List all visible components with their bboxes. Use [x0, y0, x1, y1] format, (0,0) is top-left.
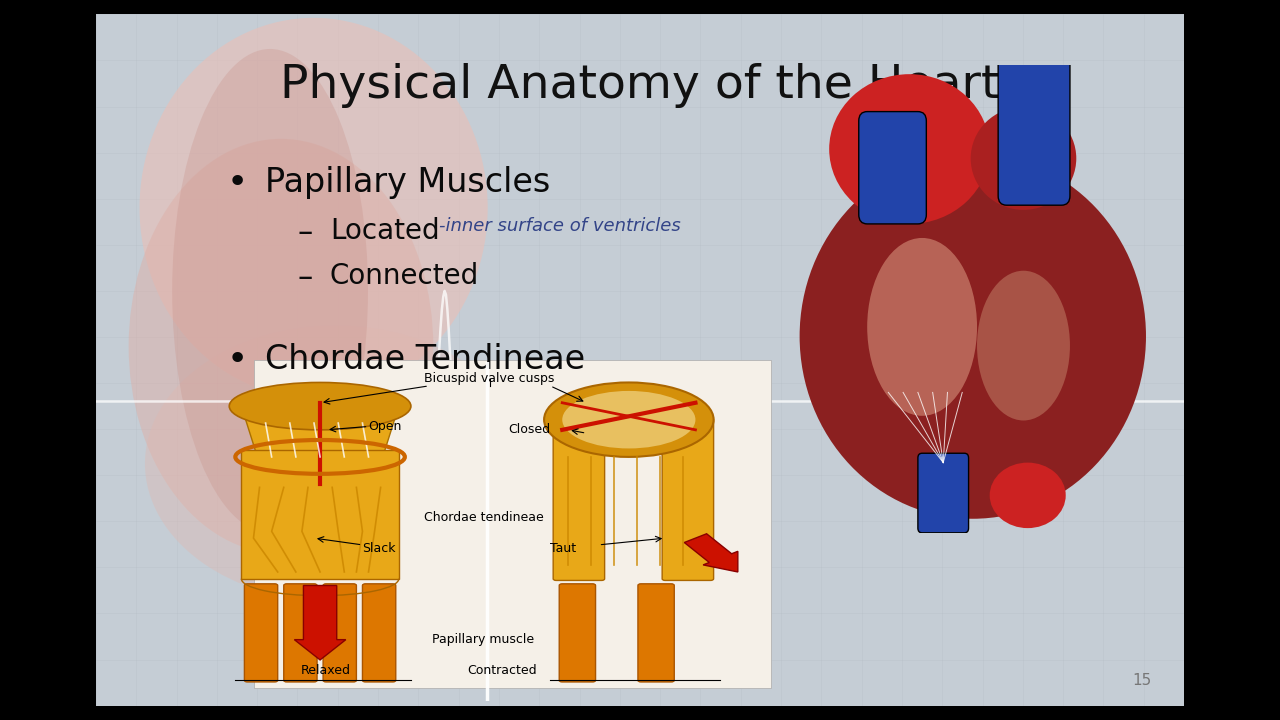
Text: -inner surface of ventricles: -inner surface of ventricles — [439, 217, 681, 235]
Text: •: • — [227, 166, 248, 200]
Text: Relaxed: Relaxed — [301, 664, 351, 677]
Ellipse shape — [1000, 46, 1068, 93]
Ellipse shape — [128, 139, 434, 554]
FancyBboxPatch shape — [859, 112, 927, 224]
Ellipse shape — [868, 238, 977, 416]
Ellipse shape — [989, 462, 1066, 528]
Polygon shape — [242, 450, 399, 579]
FancyBboxPatch shape — [253, 360, 771, 688]
Polygon shape — [242, 406, 399, 487]
Text: Physical Anatomy of the Heart: Physical Anatomy of the Heart — [280, 63, 1000, 108]
Ellipse shape — [544, 382, 714, 457]
Ellipse shape — [829, 74, 989, 224]
Text: Bicuspid valve cusps: Bicuspid valve cusps — [425, 372, 554, 385]
Text: Papillary Muscles: Papillary Muscles — [265, 166, 550, 199]
Text: –: – — [297, 264, 312, 292]
FancyArrow shape — [685, 534, 737, 572]
Text: Chordae Tendineae: Chordae Tendineae — [265, 343, 585, 376]
FancyBboxPatch shape — [553, 418, 604, 580]
FancyBboxPatch shape — [662, 418, 714, 580]
FancyBboxPatch shape — [918, 454, 969, 533]
Text: •: • — [227, 343, 248, 377]
Text: –: – — [297, 218, 312, 247]
Text: Taut: Taut — [550, 541, 576, 555]
Ellipse shape — [970, 107, 1076, 210]
Ellipse shape — [145, 325, 526, 602]
FancyBboxPatch shape — [323, 584, 356, 682]
Text: Open: Open — [369, 420, 402, 433]
Ellipse shape — [173, 49, 369, 533]
FancyBboxPatch shape — [998, 55, 1070, 205]
Text: 15: 15 — [1132, 673, 1152, 688]
FancyBboxPatch shape — [637, 584, 675, 682]
Text: Papillary muscle: Papillary muscle — [433, 633, 535, 646]
Text: Located: Located — [330, 217, 439, 245]
Text: Connected: Connected — [330, 262, 479, 290]
Ellipse shape — [140, 18, 488, 398]
FancyBboxPatch shape — [244, 584, 278, 682]
FancyBboxPatch shape — [284, 584, 317, 682]
FancyBboxPatch shape — [559, 584, 595, 682]
Text: Slack: Slack — [362, 541, 396, 555]
FancyArrow shape — [294, 585, 346, 660]
Text: Contracted: Contracted — [467, 664, 536, 677]
Ellipse shape — [229, 382, 411, 430]
Ellipse shape — [800, 154, 1146, 518]
Ellipse shape — [562, 391, 695, 449]
FancyBboxPatch shape — [362, 584, 396, 682]
Ellipse shape — [977, 271, 1070, 420]
Text: Chordae tendineae: Chordae tendineae — [424, 511, 544, 524]
Text: Closed: Closed — [508, 423, 550, 436]
